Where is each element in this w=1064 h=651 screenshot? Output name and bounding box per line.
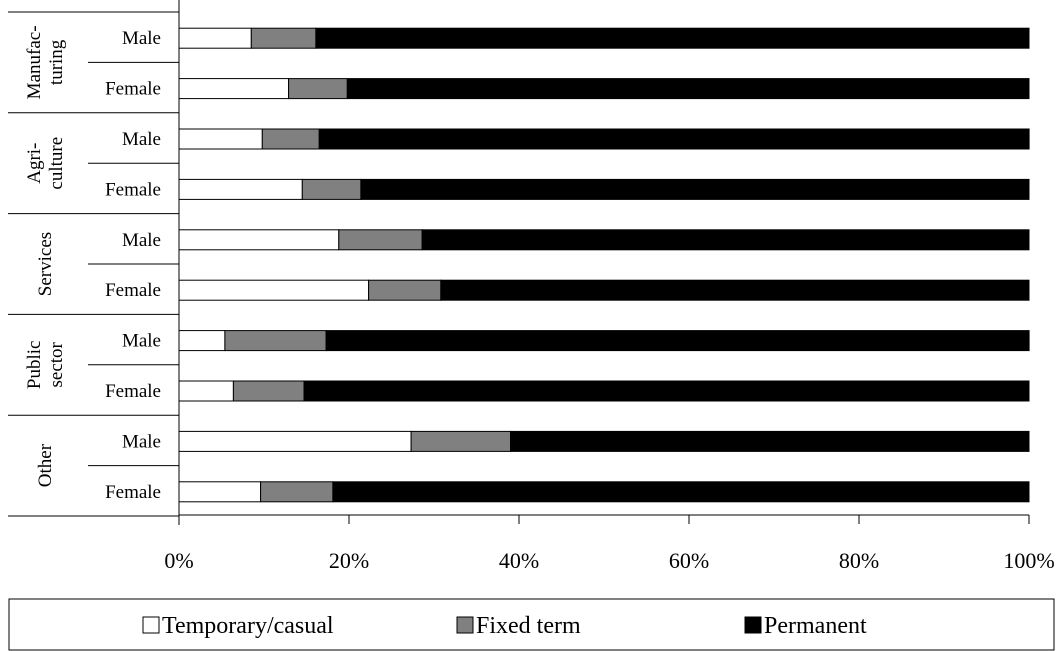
- bar-segment-fixed-term: [224, 330, 327, 352]
- row-label: Female: [105, 482, 161, 503]
- bar-segment-fixed-term: [260, 481, 334, 503]
- bar-segment-fixed-term: [250, 27, 317, 49]
- group-labels: Manufac-turing Agri-culture Services Public…: [24, 25, 67, 487]
- bar-segment-temporary-casual: [178, 229, 340, 251]
- legend-box: [8, 598, 1055, 651]
- legend: Temporary/casual Fixed term Permanent: [8, 598, 1055, 651]
- bar-segment-permanent: [318, 128, 1030, 150]
- bar-segment-fixed-term: [232, 380, 305, 402]
- group-label: Publicsector: [24, 341, 67, 390]
- bar-segment-permanent: [303, 380, 1030, 402]
- x-tick-label: 80%: [839, 548, 879, 573]
- bar-segment-temporary-casual: [178, 481, 262, 503]
- legend-swatch: [456, 616, 474, 634]
- group-label-line: Manufac-: [24, 25, 45, 99]
- bar-segment-temporary-casual: [178, 27, 252, 49]
- bar-segment-permanent: [360, 178, 1030, 200]
- bar-segment-permanent: [315, 27, 1030, 49]
- row-label: Female: [105, 280, 161, 301]
- bar-segment-permanent: [421, 229, 1030, 251]
- category-frame: [8, 0, 180, 525]
- row-label: Male: [122, 331, 161, 352]
- bar-segment-fixed-term: [338, 229, 423, 251]
- row-label: Male: [122, 230, 161, 251]
- bar-segment-permanent: [346, 78, 1030, 100]
- bar-segment-temporary-casual: [178, 279, 370, 301]
- group-label-line: Services: [35, 232, 56, 296]
- bar-segment-permanent: [440, 279, 1030, 301]
- row-label: Female: [105, 79, 161, 100]
- group-label-line: Agri-: [24, 143, 45, 184]
- row-label: Male: [122, 129, 161, 150]
- legend-label: Permanent: [764, 613, 867, 639]
- bars-layer: [178, 27, 1030, 503]
- bar-segment-temporary-casual: [178, 380, 234, 402]
- bar-segment-permanent: [510, 430, 1030, 452]
- bar-segment-temporary-casual: [178, 78, 290, 100]
- group-label-line: turing: [46, 39, 67, 85]
- legend-label: Fixed term: [476, 613, 581, 639]
- group-label: Services: [35, 232, 56, 296]
- x-tick-label: 40%: [499, 548, 539, 573]
- row-label: Male: [122, 28, 161, 49]
- bar-segment-temporary-casual: [178, 330, 226, 352]
- x-tick-label: 0%: [164, 548, 193, 573]
- bar-segment-fixed-term: [261, 128, 320, 150]
- bar-segment-fixed-term: [301, 178, 362, 200]
- group-label: Agri-culture: [24, 137, 67, 190]
- x-tick-label: 60%: [669, 548, 709, 573]
- x-tick-label: 100%: [1003, 548, 1054, 573]
- bar-segment-permanent: [325, 330, 1030, 352]
- bar-segment-permanent: [332, 481, 1030, 503]
- legend-swatch: [744, 616, 762, 634]
- bar-segment-temporary-casual: [178, 430, 412, 452]
- bar-segment-fixed-term: [288, 78, 348, 100]
- group-label-line: Public: [24, 341, 45, 390]
- bar-segment-fixed-term: [410, 430, 512, 452]
- row-label: Female: [105, 381, 161, 402]
- group-label: Other: [35, 443, 56, 487]
- bar-segment-temporary-casual: [178, 178, 303, 200]
- row-label: Male: [122, 431, 161, 452]
- bar-segment-temporary-casual: [178, 128, 263, 150]
- x-tick-label: 20%: [329, 548, 369, 573]
- group-label-line: sector: [46, 341, 67, 387]
- group-label-line: culture: [46, 137, 67, 190]
- group-label-line: Other: [35, 443, 56, 487]
- group-label: Manufac-turing: [24, 25, 67, 99]
- legend-swatch: [142, 616, 160, 634]
- bar-segment-fixed-term: [368, 279, 442, 301]
- row-labels: Male Female Male Female Male Female Male Female…: [105, 28, 161, 503]
- x-axis: 0% 20% 40% 60% 80% 100%: [164, 514, 1055, 573]
- row-label: Female: [105, 179, 161, 200]
- legend-label: Temporary/casual: [162, 613, 334, 639]
